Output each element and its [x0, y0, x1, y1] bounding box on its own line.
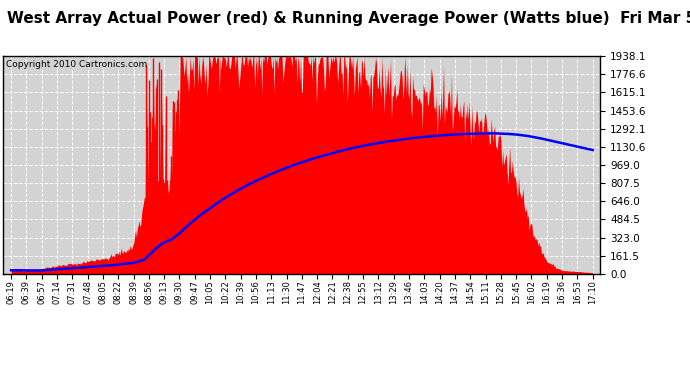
Text: Copyright 2010 Cartronics.com: Copyright 2010 Cartronics.com [6, 60, 148, 69]
Text: West Array Actual Power (red) & Running Average Power (Watts blue)  Fri Mar 5  1: West Array Actual Power (red) & Running … [7, 11, 690, 26]
